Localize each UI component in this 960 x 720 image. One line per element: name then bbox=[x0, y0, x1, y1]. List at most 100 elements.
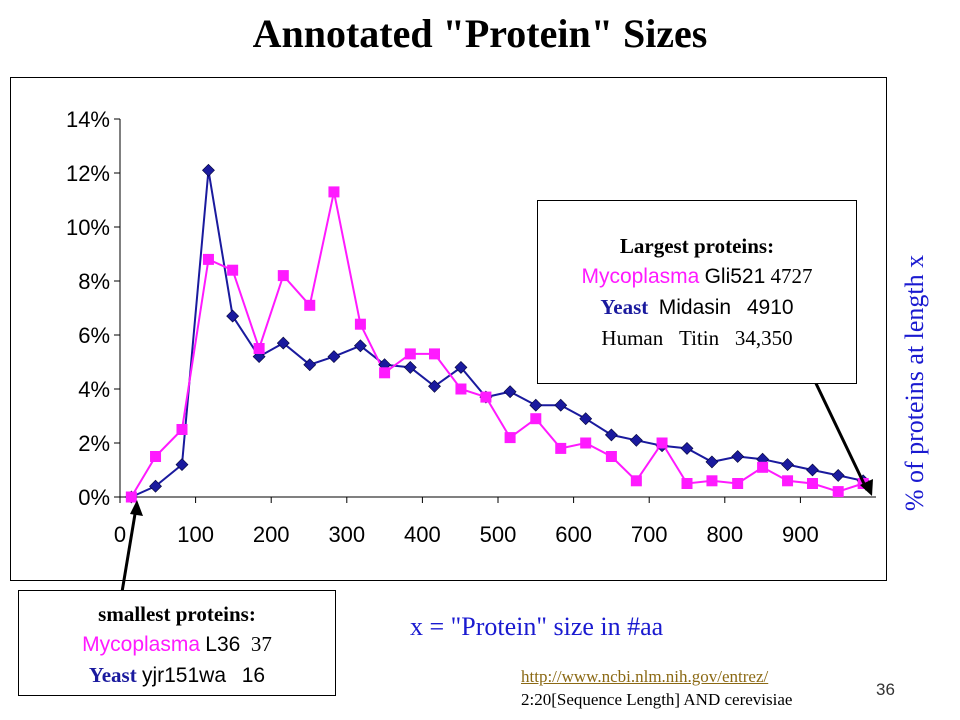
largest-row-yeast: Yeast Midasin 4910 bbox=[538, 292, 856, 323]
y-tick-label: 10% bbox=[66, 215, 110, 240]
data-point-diamond bbox=[705, 455, 719, 469]
data-point-square bbox=[125, 491, 137, 503]
x-tick-label: 400 bbox=[404, 522, 441, 547]
protein-length: 4910 bbox=[746, 296, 794, 319]
protein-name: L36 bbox=[205, 633, 241, 656]
smallest-row-mycoplasma: Mycoplasma L36 37 bbox=[19, 629, 335, 660]
data-point-square bbox=[404, 348, 416, 360]
x-axis-label: x = "Protein" size in #aa bbox=[410, 612, 664, 641]
arrow-head-smallest bbox=[130, 500, 143, 516]
source-query: 2:20[Sequence Length] AND cerevisiae bbox=[521, 690, 793, 709]
x-tick-label: 500 bbox=[480, 522, 517, 547]
y-tick-label: 6% bbox=[78, 323, 110, 348]
data-point-square bbox=[782, 475, 794, 487]
x-tick-label: 200 bbox=[253, 522, 290, 547]
x-tick-label: 0 bbox=[114, 522, 126, 547]
y-tick-label: 4% bbox=[78, 377, 110, 402]
data-point-diamond bbox=[503, 385, 517, 399]
organism-label: Yeast bbox=[600, 295, 649, 319]
data-point-diamond bbox=[529, 398, 543, 412]
data-point-square bbox=[580, 437, 592, 449]
data-point-diamond bbox=[781, 458, 794, 472]
protein-length: 4727 bbox=[770, 264, 813, 288]
data-point-square bbox=[176, 424, 188, 435]
data-point-diamond bbox=[276, 336, 290, 350]
data-point-diamond bbox=[428, 379, 441, 393]
data-point-square bbox=[681, 478, 693, 489]
data-point-square bbox=[328, 186, 340, 198]
data-point-square bbox=[832, 486, 844, 498]
data-point-diamond bbox=[303, 358, 317, 372]
data-point-diamond bbox=[403, 360, 417, 374]
x-tick-label: 900 bbox=[782, 522, 819, 547]
data-point-square bbox=[379, 367, 391, 379]
data-point-diamond bbox=[353, 339, 367, 353]
data-point-diamond bbox=[175, 458, 189, 472]
smallest-proteins-box: smallest proteins: Mycoplasma L36 37 Yea… bbox=[18, 590, 336, 696]
largest-proteins-box: Largest proteins: Mycoplasma Gli521 4727… bbox=[537, 200, 857, 384]
arrow-to-smallest bbox=[120, 507, 138, 593]
data-point-square bbox=[630, 475, 642, 487]
protein-name: Midasin bbox=[658, 296, 732, 319]
data-point-square bbox=[732, 478, 744, 489]
x-tick-label: 300 bbox=[328, 522, 365, 547]
y-tick-label: 0% bbox=[78, 485, 110, 510]
data-point-square bbox=[530, 413, 542, 425]
organism-label: Yeast bbox=[88, 663, 137, 687]
smallest-row-yeast: Yeast yjr151wa 16 bbox=[19, 660, 335, 691]
data-point-diamond bbox=[831, 468, 845, 482]
x-tick-label: 800 bbox=[706, 522, 743, 547]
data-point-diamond bbox=[629, 433, 643, 447]
data-point-square bbox=[706, 475, 718, 487]
organism-label: Mycoplasma bbox=[82, 633, 201, 656]
data-point-diamond bbox=[680, 441, 694, 455]
data-point-diamond bbox=[806, 463, 819, 477]
data-point-diamond bbox=[579, 412, 593, 426]
protein-length: 16 bbox=[241, 664, 266, 687]
data-point-square bbox=[656, 437, 668, 449]
data-point-diamond bbox=[202, 163, 215, 177]
x-tick-label: 600 bbox=[555, 522, 592, 547]
protein-length: 34,350 bbox=[734, 326, 793, 350]
data-point-square bbox=[605, 451, 617, 462]
largest-proteins-heading: Largest proteins: bbox=[619, 234, 775, 258]
data-point-square bbox=[150, 451, 162, 462]
data-point-diamond bbox=[604, 428, 618, 442]
organism-label: Mycoplasma bbox=[581, 265, 700, 288]
arrow-head-largest bbox=[860, 479, 873, 496]
data-point-square bbox=[455, 383, 467, 395]
x-tick-label: 100 bbox=[177, 522, 214, 547]
x-tick-label: 700 bbox=[631, 522, 668, 547]
y-tick-label: 2% bbox=[78, 431, 110, 456]
data-point-square bbox=[354, 318, 366, 330]
data-point-diamond bbox=[327, 350, 341, 364]
data-point-diamond bbox=[149, 479, 162, 493]
data-point-diamond bbox=[226, 309, 240, 323]
data-point-square bbox=[277, 270, 289, 282]
largest-row-human: Human Titin 34,350 bbox=[538, 323, 856, 353]
y-tick-label: 12% bbox=[66, 161, 110, 186]
data-point-square bbox=[428, 348, 440, 360]
data-point-diamond bbox=[454, 360, 468, 374]
data-point-square bbox=[253, 343, 265, 354]
y-tick-label: 8% bbox=[78, 269, 110, 294]
data-point-square bbox=[480, 391, 492, 403]
protein-name: yjr151wa bbox=[141, 664, 226, 687]
protein-length: 37 bbox=[250, 632, 272, 656]
y-tick-label: 14% bbox=[66, 107, 110, 132]
organism-label: Human bbox=[601, 326, 664, 350]
data-point-square bbox=[757, 461, 769, 473]
data-point-diamond bbox=[554, 398, 568, 412]
data-point-square bbox=[227, 264, 239, 276]
data-point-square bbox=[304, 299, 316, 311]
slide-title: Annotated "Protein" Sizes bbox=[252, 11, 708, 56]
protein-name: Titin bbox=[678, 326, 720, 350]
protein-name: Gli521 bbox=[704, 265, 766, 288]
slide-number: 36 bbox=[876, 680, 895, 699]
data-point-square bbox=[806, 478, 818, 489]
data-point-square bbox=[555, 442, 567, 454]
data-point-square bbox=[504, 432, 516, 444]
largest-row-mycoplasma: Mycoplasma Gli521 4727 bbox=[538, 261, 856, 292]
data-point-square bbox=[202, 253, 214, 265]
source-link[interactable]: http://www.ncbi.nlm.nih.gov/entrez/ bbox=[521, 667, 769, 686]
